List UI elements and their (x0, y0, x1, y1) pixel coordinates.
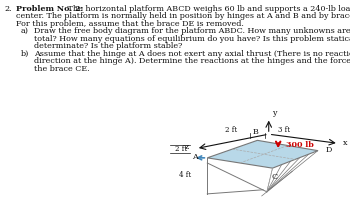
Text: a): a) (21, 27, 29, 35)
Text: determinate? Is the platform stable?: determinate? Is the platform stable? (34, 42, 183, 50)
Text: direction at the hinge A). Determine the reactions at the hinges and the force e: direction at the hinge A). Determine the… (34, 57, 350, 65)
Text: y: y (273, 109, 277, 117)
Text: z: z (184, 143, 188, 150)
Text: total? How many equations of equilibrium do you have? Is this problem statically: total? How many equations of equilibrium… (34, 35, 350, 43)
Text: 2 ft: 2 ft (225, 126, 237, 134)
Text: 3 ft: 3 ft (278, 126, 290, 134)
Text: B: B (253, 128, 258, 136)
Text: The horizontal platform ABCD weighs 60 lb and supports a 240-lb load at its: The horizontal platform ABCD weighs 60 l… (65, 5, 350, 13)
Text: the brace CE.: the brace CE. (34, 65, 90, 72)
Text: 4 ft: 4 ft (178, 171, 191, 179)
Text: 2 ft: 2 ft (175, 145, 187, 153)
Text: b): b) (21, 50, 29, 58)
Text: D: D (326, 146, 332, 154)
Text: A: A (192, 153, 198, 161)
Text: Draw the free body diagram for the platform ABDC. How many unknowns are there in: Draw the free body diagram for the platf… (34, 27, 350, 35)
Text: E: E (264, 197, 270, 198)
Text: C: C (271, 173, 278, 181)
Text: Problem No. 2:: Problem No. 2: (16, 5, 84, 13)
Text: For this problem, assume that the brace DE is removed.: For this problem, assume that the brace … (16, 20, 244, 28)
Polygon shape (207, 140, 318, 168)
Text: Assume that the hinge at A does not exert any axial thrust (There is no reaction: Assume that the hinge at A does not exer… (34, 50, 350, 58)
Text: x: x (342, 139, 347, 148)
Text: 2.: 2. (4, 5, 12, 13)
Text: 300 lb: 300 lb (286, 141, 314, 149)
Text: center. The platform is normally held in position by hinges at A and B and by br: center. The platform is normally held in… (16, 12, 350, 20)
